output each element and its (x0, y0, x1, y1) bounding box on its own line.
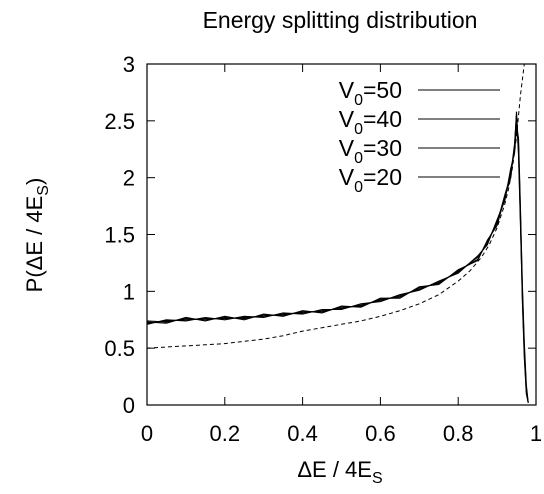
y-tick-label: 0 (123, 393, 135, 418)
legend-label: V0=30 (339, 135, 402, 167)
series-line-v0-20 (146, 111, 529, 403)
y-axis-label: P(ΔE / 4ES) (22, 178, 52, 293)
x-tick-label: 1 (530, 421, 542, 446)
x-tick-label: 0.2 (210, 421, 241, 446)
y-axis-ticks: 0 0.5 1 1.5 2 2.5 3 (104, 52, 536, 418)
y-tick-label: 2.5 (104, 109, 135, 134)
y-tick-label: 3 (123, 52, 135, 77)
x-axis-label: ΔE / 4ES (297, 457, 382, 487)
x-tick-label: 0.6 (365, 421, 396, 446)
x-axis-ticks: 0 0.2 0.4 0.6 0.8 1 (141, 64, 542, 446)
y-tick-label: 0.5 (104, 336, 135, 361)
series-line-v0-40 (146, 115, 529, 403)
y-tick-label: 1 (123, 279, 135, 304)
series-layer (146, 63, 529, 403)
series-line-reference-dashed (146, 63, 529, 349)
legend-label: V0=50 (339, 77, 402, 109)
series-line-v0-30 (146, 126, 529, 403)
x-tick-label: 0 (141, 421, 153, 446)
x-tick-label: 0.8 (443, 421, 474, 446)
chart-title: Energy splitting distribution (203, 7, 478, 33)
y-tick-label: 2 (123, 166, 135, 191)
y-tick-label: 1.5 (104, 223, 135, 248)
legend-label: V0=20 (339, 164, 402, 196)
legend-label: V0=40 (339, 106, 402, 138)
x-tick-label: 0.4 (287, 421, 318, 446)
